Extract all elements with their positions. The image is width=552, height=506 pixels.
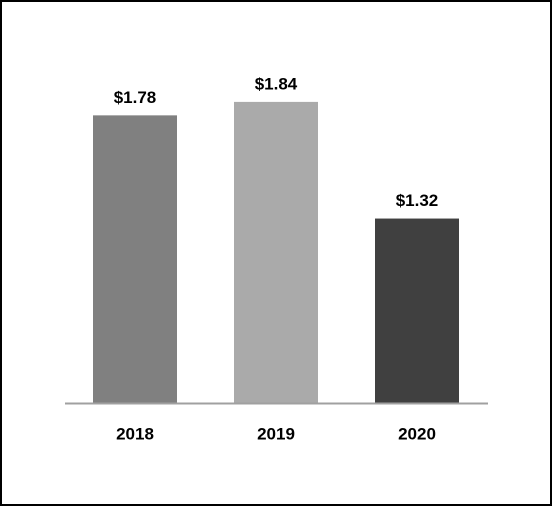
bar: [375, 218, 459, 403]
x-tick-label: 2018: [116, 424, 154, 443]
value-label: $1.32: [396, 191, 439, 210]
bar: [234, 101, 318, 403]
bar: [93, 115, 177, 403]
x-tick-label: 2019: [257, 424, 295, 443]
value-label: $1.78: [114, 88, 157, 107]
value-label: $1.84: [255, 74, 298, 93]
x-tick-label: 2020: [398, 424, 436, 443]
